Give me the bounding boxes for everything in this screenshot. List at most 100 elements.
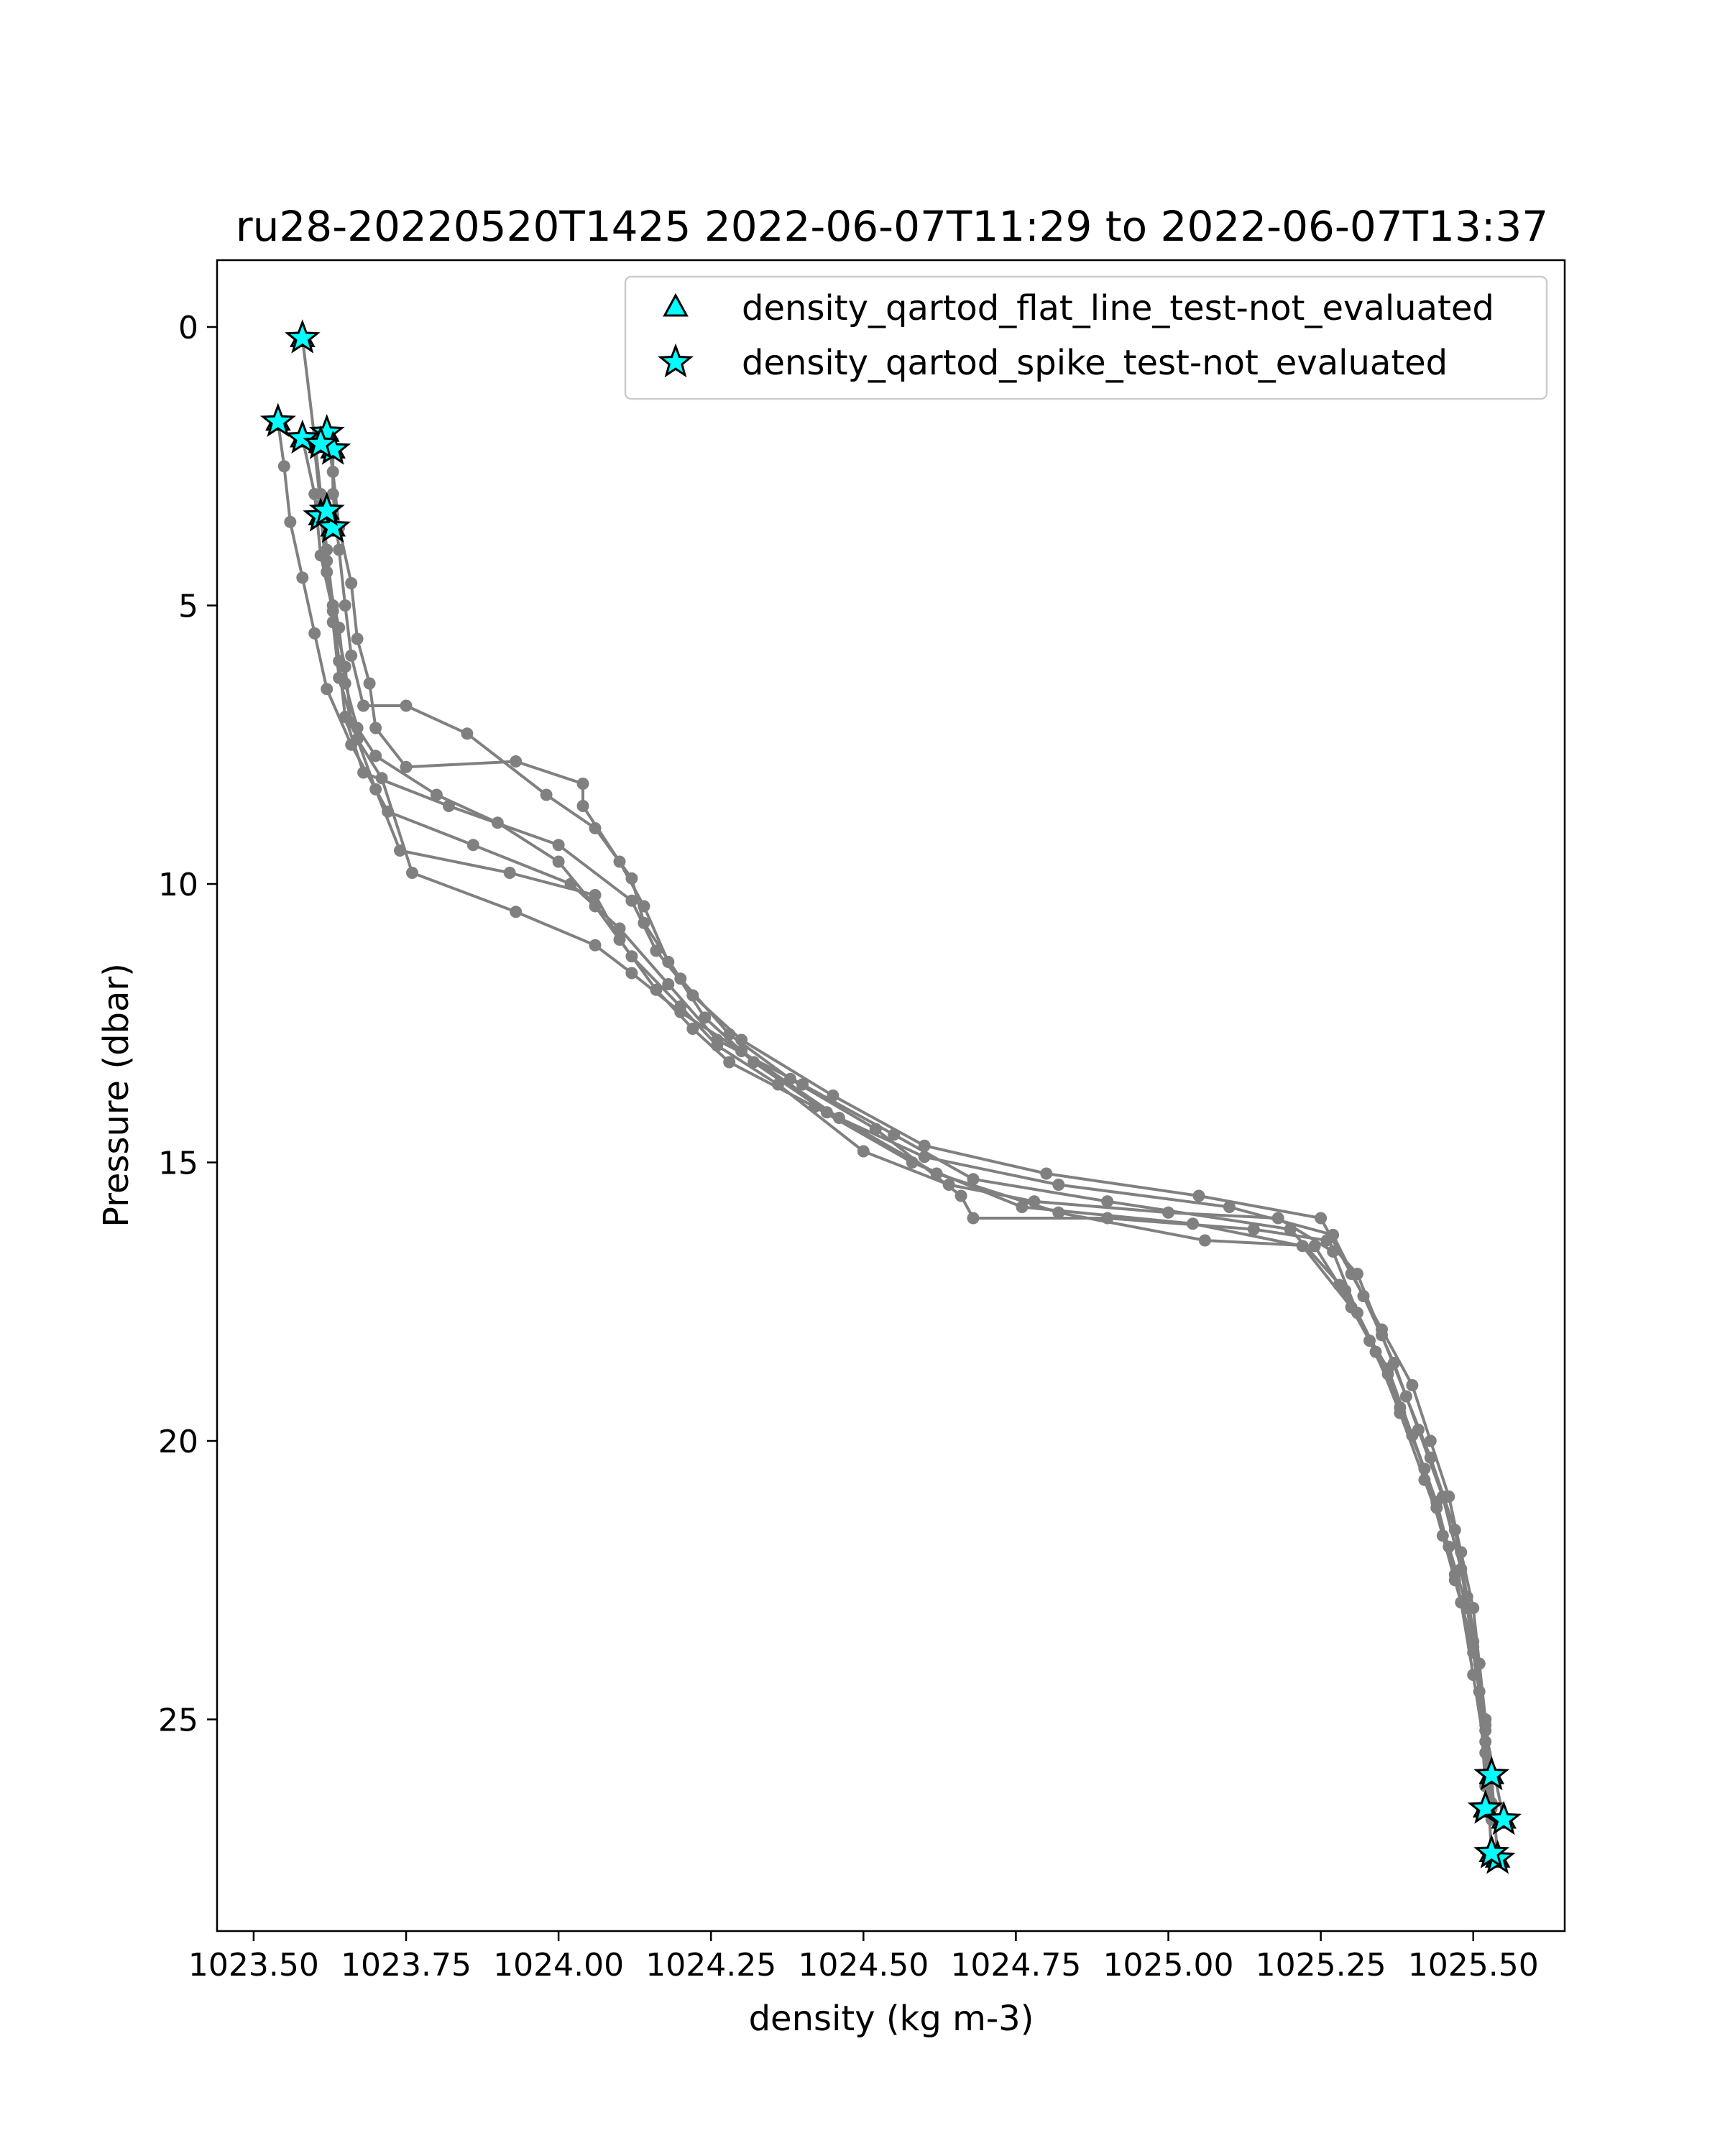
- y-axis-ticks: 0 5 10 15 20 25: [158, 310, 217, 1739]
- spike-test-marker: [303, 425, 339, 459]
- x-tick-label: 1025.00: [1103, 1947, 1234, 1984]
- legend-label: density_qartod_flat_line_test-not_evalua…: [742, 288, 1494, 328]
- x-tick-label: 1025.50: [1408, 1947, 1539, 1984]
- profile-point: [345, 577, 358, 589]
- profile-point: [552, 839, 565, 852]
- profile-point: [400, 699, 413, 712]
- profile-line: [331, 449, 1494, 1803]
- profile-line: [319, 516, 1494, 1820]
- profile-point: [1351, 1268, 1363, 1280]
- profile-point: [1406, 1379, 1419, 1391]
- profile-point: [321, 566, 334, 579]
- profile-point: [967, 1173, 980, 1186]
- profile-point: [650, 983, 663, 996]
- profile-point: [942, 1179, 955, 1191]
- profile-point: [589, 822, 602, 834]
- spike-test-marker: [1467, 1789, 1504, 1824]
- profile-point: [723, 1056, 736, 1069]
- spike-test-marker: [284, 319, 321, 354]
- profile-point: [625, 872, 638, 885]
- profile-point: [576, 800, 589, 812]
- profile-point: [625, 950, 638, 963]
- profile-point: [1223, 1201, 1236, 1213]
- profile-point: [625, 967, 638, 980]
- profile-point: [363, 677, 376, 690]
- profile-point: [1016, 1201, 1029, 1213]
- chart-title: ru28-20220520T1425 2022-06-07T11:29 to 2…: [236, 202, 1548, 251]
- profile-point: [357, 699, 370, 712]
- profile-point: [1198, 1234, 1211, 1247]
- profile-point: [1448, 1524, 1461, 1537]
- profile-point: [308, 627, 321, 640]
- profile-point: [1479, 1718, 1492, 1731]
- legend-box: [624, 275, 1548, 400]
- profile-point: [339, 599, 351, 612]
- profile-point: [552, 855, 565, 868]
- y-tick-label: 5: [178, 589, 198, 625]
- profile-point: [321, 683, 334, 696]
- profile-point: [1192, 1189, 1205, 1202]
- profile-point: [345, 649, 358, 662]
- profile-point: [491, 816, 504, 829]
- profile-point: [589, 889, 602, 901]
- profile-point: [351, 632, 364, 645]
- profile-point: [1460, 1590, 1473, 1603]
- spike-test-marker: [259, 402, 296, 437]
- profile-point: [857, 1145, 870, 1158]
- profile-point: [369, 750, 382, 763]
- y-tick-label: 25: [158, 1703, 198, 1739]
- profile-point: [735, 1033, 748, 1046]
- profile-point: [1430, 1501, 1443, 1514]
- profile-point: [888, 1128, 901, 1141]
- profile-point: [1376, 1329, 1388, 1342]
- profile-point: [357, 766, 370, 779]
- profile-point: [638, 916, 650, 929]
- profile-point: [1424, 1434, 1437, 1447]
- profile-point: [466, 839, 479, 852]
- profile-point: [308, 488, 321, 500]
- profile-point: [461, 727, 474, 740]
- x-tick-label: 1024.75: [950, 1947, 1081, 1984]
- profile-point: [1101, 1195, 1114, 1208]
- profile-point: [1052, 1179, 1065, 1191]
- x-tick-label: 1024.00: [493, 1947, 624, 1984]
- spike-test-marker: [1473, 1834, 1510, 1869]
- y-tick-label: 15: [158, 1146, 198, 1182]
- profile-point: [296, 571, 309, 584]
- profile-point: [430, 788, 443, 801]
- spike-test-marker: [1486, 1800, 1522, 1835]
- profile-point: [540, 788, 553, 801]
- profile-point: [576, 778, 589, 790]
- profile-point: [1351, 1307, 1363, 1319]
- profile-point: [333, 622, 346, 634]
- legend-star-icon: [658, 343, 694, 378]
- series-layer: [272, 332, 1510, 1865]
- spike-test-marker: [315, 508, 351, 543]
- profile-point: [832, 1112, 845, 1124]
- profile-point: [918, 1151, 931, 1164]
- profile-point: [869, 1123, 882, 1135]
- profile-point: [735, 1045, 748, 1057]
- profile-point: [503, 867, 516, 879]
- profile-point: [625, 894, 638, 907]
- profile-point: [1040, 1167, 1053, 1180]
- legend-triangle-icon: [663, 292, 689, 317]
- profile-line: [300, 338, 1499, 1859]
- profile-point: [375, 772, 388, 785]
- profile-point: [339, 677, 351, 690]
- y-tick-label: 0: [178, 310, 198, 346]
- profile-point: [406, 867, 418, 879]
- profile-point: [772, 1078, 784, 1091]
- profile-point: [930, 1167, 943, 1180]
- profile-point: [674, 1000, 687, 1013]
- profile-point: [723, 1028, 736, 1041]
- spike-test-marker: [308, 492, 345, 526]
- profile-point: [1320, 1234, 1333, 1247]
- profile-point: [1399, 1390, 1412, 1403]
- profile-point: [1327, 1245, 1340, 1258]
- legend-label: density_qartod_spike_test-not_evaluated: [742, 343, 1448, 383]
- legend: density_qartod_flat_line_test-not_evalua…: [624, 275, 1548, 400]
- spike-test-marker: [284, 419, 321, 454]
- spike-test-marker: [1473, 1756, 1510, 1791]
